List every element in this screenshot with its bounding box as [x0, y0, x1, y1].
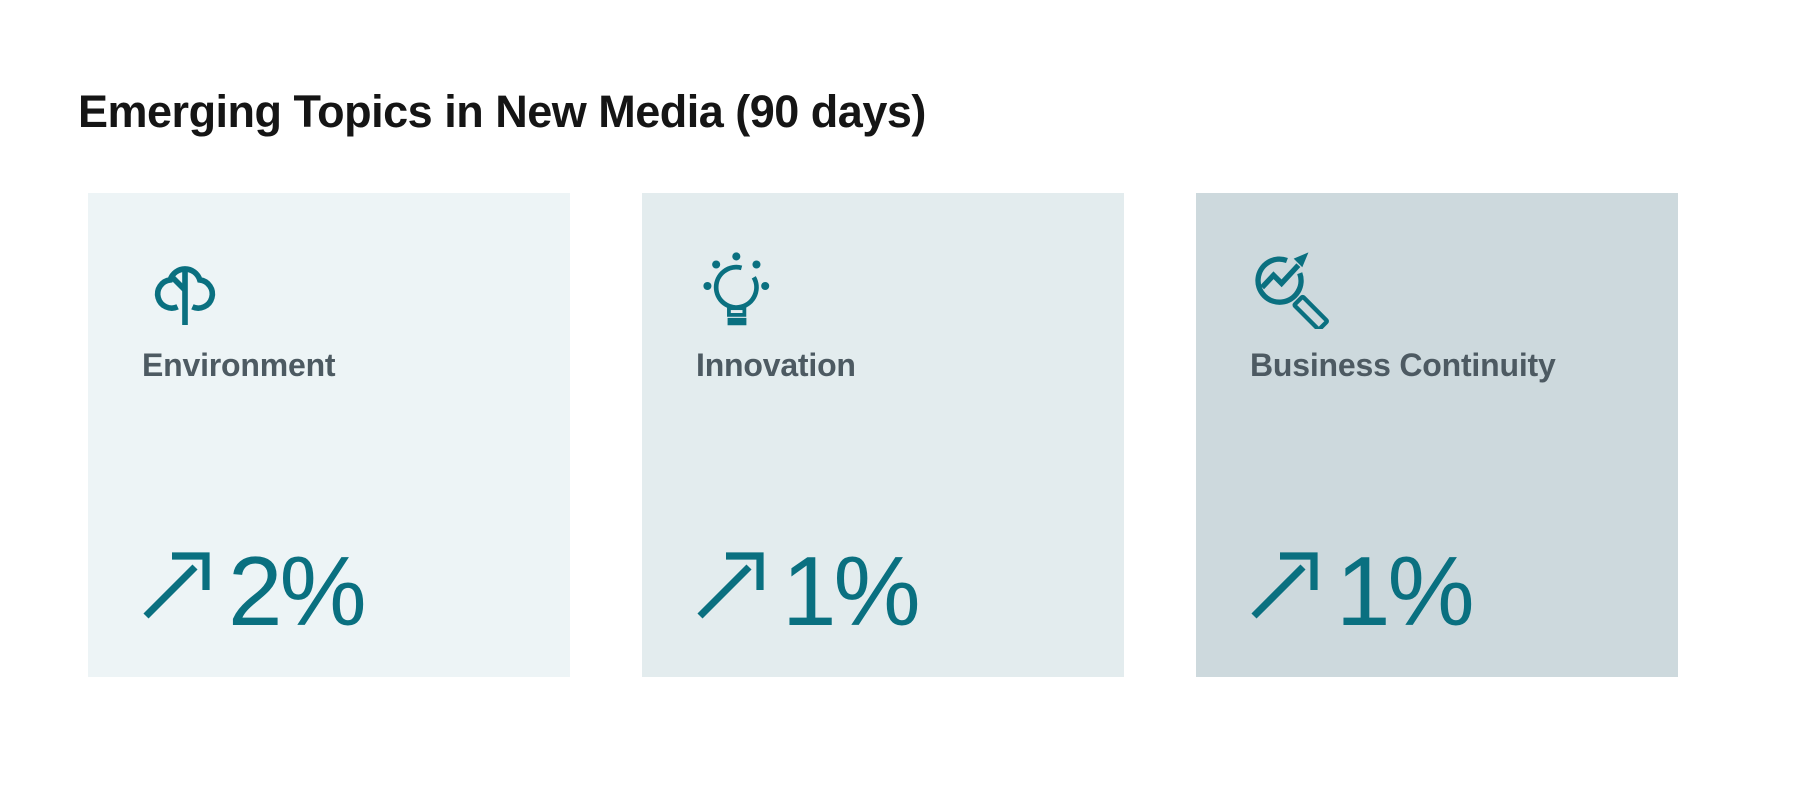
topic-card-business-continuity[interactable]: Business Continuity 1% [1196, 193, 1678, 677]
topic-label: Business Continuity [1250, 347, 1556, 383]
emerging-topics-cards: Environment 2% [88, 193, 1678, 677]
trend-indicator: 2% [142, 542, 516, 640]
tree-icon [142, 243, 228, 329]
trend-indicator: 1% [696, 542, 1070, 640]
trend-up-arrow-icon [696, 552, 764, 620]
lightbulb-icon [696, 243, 782, 329]
magnifier-growth-icon [1250, 243, 1336, 329]
topic-label: Environment [142, 347, 336, 383]
trend-up-arrow-icon [1250, 552, 1318, 620]
topic-label: Innovation [696, 347, 856, 383]
trend-up-arrow-icon [142, 552, 210, 620]
page-title: Emerging Topics in New Media (90 days) [78, 86, 926, 137]
trend-indicator: 1% [1250, 542, 1624, 640]
topic-card-innovation[interactable]: Innovation 1% [642, 193, 1124, 677]
trend-value: 1% [1336, 536, 1475, 646]
trend-value: 2% [228, 536, 367, 646]
trend-value: 1% [782, 536, 921, 646]
topic-card-environment[interactable]: Environment 2% [88, 193, 570, 677]
